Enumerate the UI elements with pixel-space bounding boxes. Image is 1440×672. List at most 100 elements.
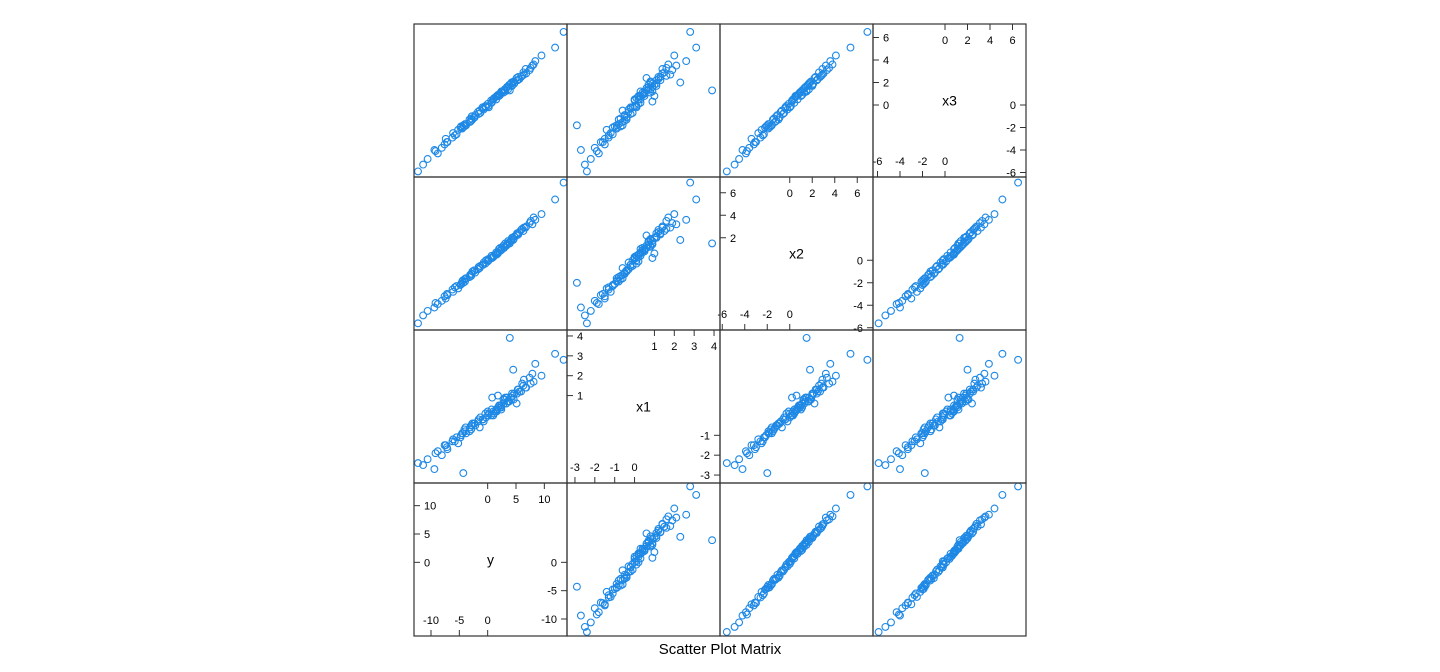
data-point [414,459,422,468]
data-point [634,252,643,261]
data-point [644,538,653,547]
data-point [582,628,591,636]
data-point [741,447,750,456]
svg-text:1: 1 [651,341,657,353]
data-point [792,391,801,400]
svg-text:-6: -6 [717,309,727,321]
data-point [978,379,987,388]
data-point [598,290,607,298]
data-point [763,469,772,478]
svg-text:-6: -6 [853,323,863,335]
data-point [822,66,831,75]
data-point [826,510,835,519]
svg-text:-4: -4 [1006,145,1016,157]
data-point [762,122,771,131]
data-point [951,248,960,257]
data-point [632,557,641,566]
data-point [765,123,774,132]
data-point [531,359,540,368]
data-point [863,355,872,364]
data-point [730,160,739,169]
data-point [618,106,627,115]
data-point [672,61,681,70]
data-point [722,459,731,468]
data-point [831,504,840,513]
data-point [590,143,599,152]
data-point [749,140,758,149]
variable-label: x3 [942,93,957,109]
data-point [825,379,834,388]
data-point [507,78,516,87]
data-point [1014,355,1023,364]
svg-text:-4: -4 [853,300,863,312]
data-point [969,230,978,239]
data-point [831,51,840,60]
data-point [692,195,701,204]
data-point [430,303,439,312]
data-point [604,283,613,292]
data-point [608,585,617,594]
data-point [911,589,920,598]
data-point [896,303,904,312]
data-point [801,538,810,547]
data-point [766,425,775,434]
data-point [644,240,653,249]
data-point [606,592,615,601]
data-point [789,407,798,416]
data-point [758,131,767,140]
data-point [537,51,546,60]
data-point [775,571,784,580]
data-point [662,63,671,72]
panel-x2-vs-x3 [872,176,1027,331]
data-point [776,568,785,576]
data-point [692,490,701,499]
data-point [525,373,534,382]
data-point [1014,482,1023,491]
svg-text:6: 6 [883,33,889,45]
data-point [752,443,760,452]
svg-text:0: 0 [787,309,793,321]
data-point [479,415,488,424]
data-point [521,223,530,232]
svg-text:0: 0 [942,35,948,47]
panel-x1-vs-x2 [719,329,874,484]
data-point [479,104,488,113]
data-point [537,371,546,380]
data-point [806,78,814,87]
data-point [938,256,947,265]
data-point [499,88,508,97]
svg-text:10: 10 [538,494,550,506]
data-point [946,407,955,416]
data-point [654,524,663,533]
data-point [781,415,790,424]
data-point [747,441,756,450]
svg-text:10: 10 [424,501,436,513]
svg-text:2: 2 [883,78,889,90]
data-point [730,461,739,470]
data-point [917,429,926,438]
data-point [738,465,747,474]
data-point [468,115,477,124]
data-point [644,83,653,91]
data-point [423,306,432,315]
data-point [977,520,985,529]
data-point [918,281,927,289]
data-point [920,278,929,287]
data-point [749,601,758,610]
data-point [628,108,637,117]
data-point [634,95,643,104]
svg-text:-3: -3 [700,470,710,482]
data-point [479,260,488,269]
data-point [456,123,465,132]
data-point [825,63,834,72]
data-point [670,210,679,219]
data-point [903,599,912,608]
data-point [676,532,685,541]
data-point [672,513,681,522]
data-point [616,581,625,590]
data-point [580,622,589,631]
data-point [622,113,631,122]
data-point [626,104,635,113]
data-point [963,236,972,244]
data-point [622,266,631,275]
